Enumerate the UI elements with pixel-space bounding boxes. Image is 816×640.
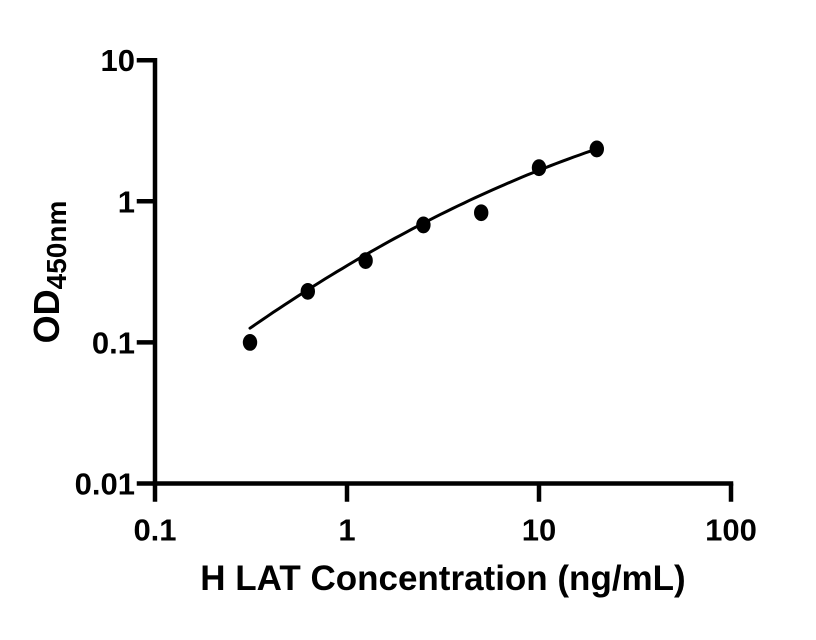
y-tick-label: 1 — [118, 184, 135, 219]
y-tick-label: 0.1 — [92, 325, 135, 360]
y-axis-title: OD450nm — [26, 201, 72, 344]
x-tick-label: 1 — [338, 513, 355, 548]
x-tick-label: 10 — [522, 513, 556, 548]
data-point — [300, 282, 316, 300]
y-axis-title-main: OD — [26, 289, 67, 344]
x-tick-label: 0.1 — [133, 513, 176, 548]
data-point — [589, 140, 604, 158]
data-point — [242, 334, 258, 351]
data-point — [531, 159, 547, 177]
data-point — [416, 216, 431, 234]
y-tick-label: 10 — [101, 43, 135, 78]
y-tick-label: 0.01 — [75, 467, 135, 502]
fit-curve-line — [248, 147, 599, 330]
data-point — [358, 252, 373, 269]
x-tick-label: 100 — [705, 513, 757, 548]
data-point — [474, 204, 489, 222]
y-axis-title-subscript: 450nm — [41, 200, 72, 290]
x-axis-title: H LAT Concentration (ng/mL) — [200, 559, 686, 598]
